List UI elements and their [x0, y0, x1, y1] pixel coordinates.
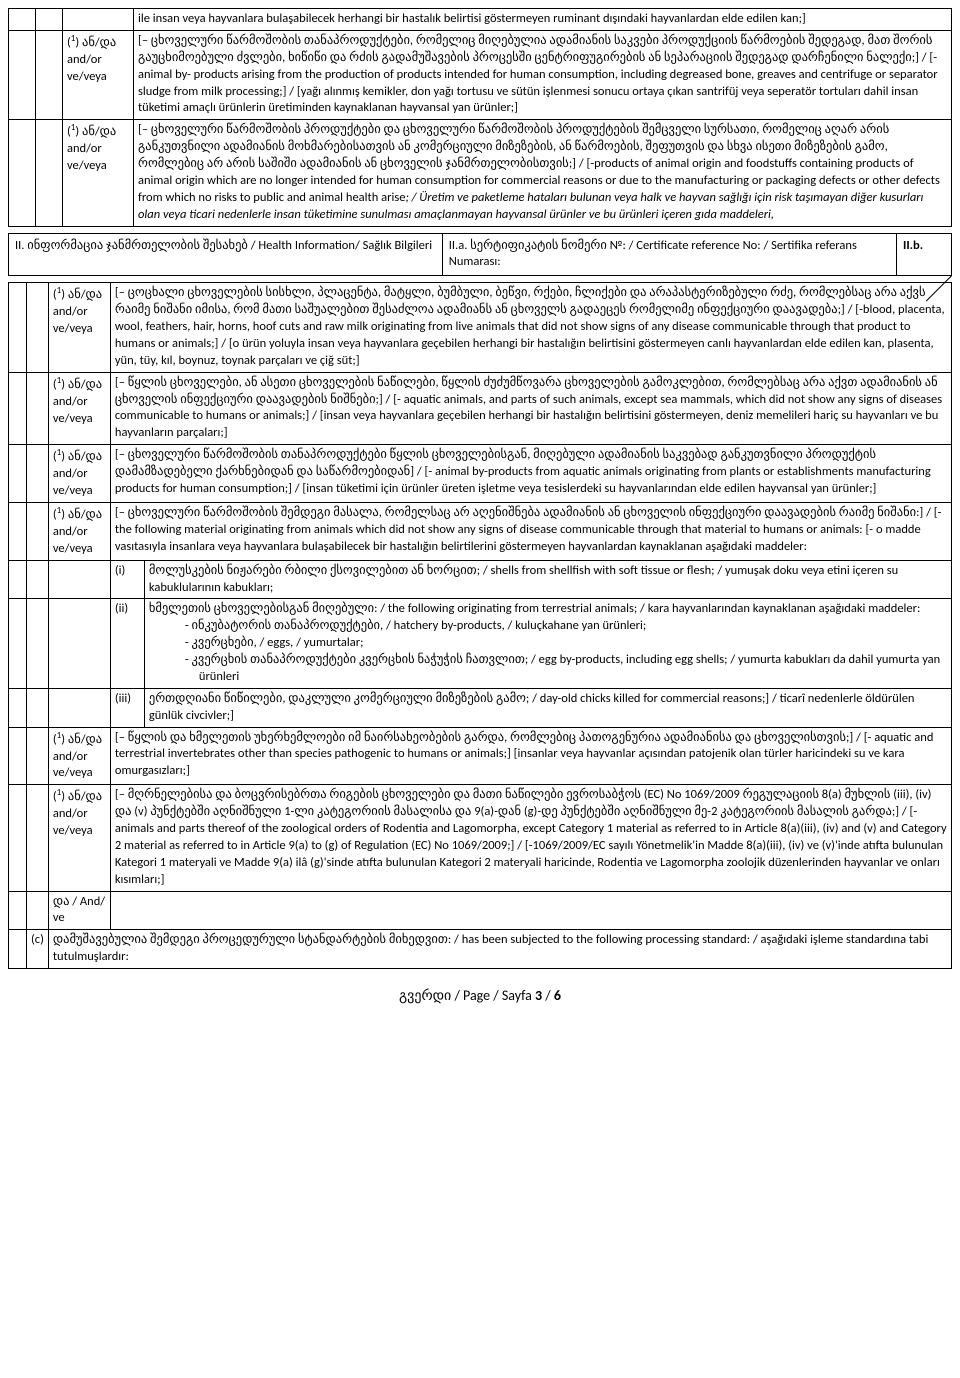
row-text: [– ცხოველური წარმოშობის თანაპროდუქტები წ… — [110, 445, 951, 503]
row-text: [– ცოცხალი ცხოველების სისხლი, პლაცენტა, … — [110, 283, 951, 372]
col-blank — [36, 9, 63, 31]
roman-i: (i) — [110, 560, 144, 599]
col-blank — [9, 9, 36, 31]
row-text: ერთდღიანი წიწილები, დაკლული კომერციული მ… — [144, 688, 951, 727]
dash-item: - კვერცხის თანაპროდუქტები კვერცხის ნაჭუჭ… — [149, 652, 947, 686]
header-iib: II.b. — [897, 233, 952, 276]
option-label: (1) ან/დაand/orve/veya — [48, 785, 110, 891]
dash-item: - ინკუბატორის თანაპროდუქტები, / hatchery… — [149, 618, 947, 635]
option-label: (1) ან/დაand/orve/veya — [48, 727, 110, 785]
row-text: [– მღრნელებისა და ბოცვრისებრთა რიგების ც… — [110, 785, 951, 891]
and-label: და / And/ ve — [48, 891, 110, 930]
option-label: (1) ან/დაand/orve/veya — [48, 445, 110, 503]
row-text: [– ცხოველური წარმოშობის თანაპროდუქტები, … — [134, 30, 952, 119]
option-label: (1) ან/დაand/orve/veya — [48, 372, 110, 445]
option-label: (1) ან/დაand/orve/veya — [48, 283, 110, 372]
row-text: [– ცხოველური წარმოშობის პროდუქტები და ცხ… — [134, 120, 952, 226]
option-label: (1) ან/დაand/orve/veya — [63, 120, 134, 226]
dash-item: - კვერცხები, / eggs, / yumurtalar; — [149, 635, 947, 652]
main-table: (1) ან/დაand/orve/veya [– ცოცხალი ცხოველ… — [8, 282, 952, 969]
roman-iii: (iii) — [110, 688, 144, 727]
page-footer: გვერდი / Page / Sayfa 3 / 6 — [8, 987, 952, 1006]
top-table: ile insan veya hayvanlara bulaşabilecek … — [8, 8, 952, 227]
header-right: II.a. სერტიფიკატის ნომერი №: / Certifica… — [442, 233, 896, 276]
option-label: (1) ან/დაand/orve/veya — [63, 30, 134, 119]
row-text: ხმელეთის ცხოველებისგან მიღებული: / the f… — [144, 599, 951, 688]
row-text: [– ცხოველური წარმოშობის შემდეგი მასალა, … — [110, 502, 951, 560]
row-text: [– წყლის და ხმელეთის უხერხემლოები იმ ნაი… — [110, 727, 951, 785]
section-ii-header: II. ინფორმაცია ჯანმრთელობის შესახებ / He… — [8, 233, 952, 277]
col-opt — [63, 9, 134, 31]
row-text: მოლუსკების ნიჟარები რბილი ქსოვილებით ან … — [144, 560, 951, 599]
header-left: II. ინფორმაცია ჯანმრთელობის შესახებ / He… — [9, 233, 443, 276]
row-text: [– წყლის ცხოველები, ან ასეთი ცხოველების … — [110, 372, 951, 445]
c-label: (c) — [27, 930, 49, 969]
option-label: (1) ან/დაand/orve/veya — [48, 502, 110, 560]
row-text: დამუშავებულია შემდეგი პროცედურული სტანდა… — [48, 930, 951, 969]
row-text: ile insan veya hayvanlara bulaşabilecek … — [134, 9, 952, 31]
roman-ii: (ii) — [110, 599, 144, 688]
